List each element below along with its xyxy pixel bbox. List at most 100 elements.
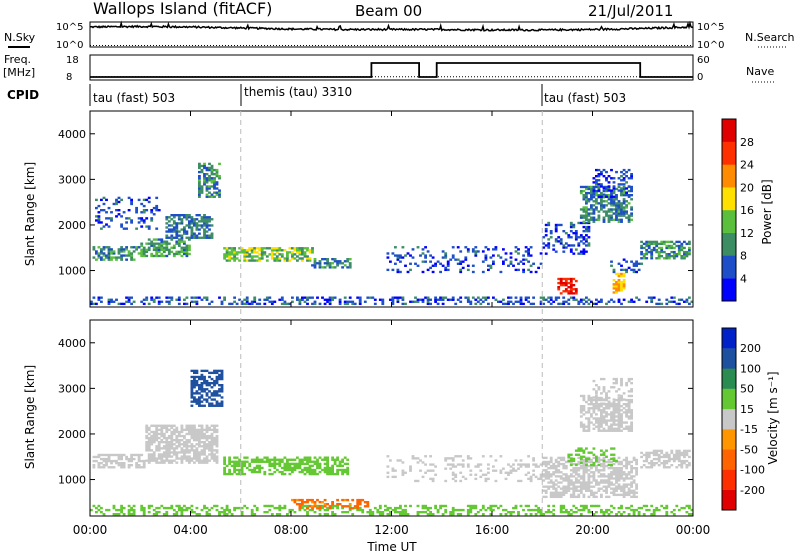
velocity-cell xyxy=(552,483,556,486)
velocity-cell xyxy=(625,462,629,466)
velocity-cell xyxy=(542,460,546,464)
power-cell xyxy=(210,179,214,182)
velocity-cell xyxy=(605,403,608,406)
velocity-cell xyxy=(346,466,350,470)
velocity-cell xyxy=(582,407,586,410)
velocity-cell xyxy=(213,426,216,430)
power-cell xyxy=(592,302,596,306)
colorbar-tick-label: 8 xyxy=(740,250,747,263)
power-cell xyxy=(675,255,679,258)
power-cell xyxy=(474,252,478,255)
velocity-cell xyxy=(434,506,438,510)
power-cell xyxy=(625,193,629,196)
velocity-cell xyxy=(559,504,563,508)
velocity-cell xyxy=(625,473,629,476)
velocity-cell xyxy=(265,458,269,461)
power-cell xyxy=(165,248,169,252)
velocity-cell xyxy=(160,432,164,436)
power-cell xyxy=(135,246,139,249)
velocity-cell xyxy=(150,424,154,427)
velocity-cell xyxy=(218,369,221,373)
velocity-cell xyxy=(286,464,289,468)
power-cell xyxy=(572,288,576,291)
power-cell xyxy=(210,232,214,235)
velocity-cell xyxy=(592,513,596,516)
power-cell xyxy=(205,173,209,176)
velocity-cell xyxy=(210,398,214,401)
velocity-cell xyxy=(592,463,596,467)
velocity-cell xyxy=(203,461,206,464)
velocity-cell xyxy=(592,388,596,391)
power-cell xyxy=(557,286,561,289)
velocity-cell xyxy=(210,424,214,427)
velocity-cell xyxy=(167,434,171,438)
velocity-cell xyxy=(590,403,593,406)
power-cell xyxy=(622,206,626,209)
velocity-cell xyxy=(579,475,583,478)
power-cell xyxy=(517,268,520,272)
power-cell xyxy=(188,226,191,229)
power-cell xyxy=(579,185,583,189)
power-cell xyxy=(198,193,201,196)
velocity-cell xyxy=(615,390,618,393)
velocity-cell xyxy=(190,449,194,452)
power-cell xyxy=(245,249,249,252)
velocity-cell xyxy=(549,467,553,470)
power-cell xyxy=(130,200,134,204)
velocity-cell xyxy=(293,466,297,470)
power-cell xyxy=(203,228,206,231)
power-cell xyxy=(140,254,144,258)
velocity-cell xyxy=(142,462,146,465)
power-cell xyxy=(208,228,211,231)
velocity-cell xyxy=(552,495,556,499)
power-cell xyxy=(198,181,201,184)
power-cell xyxy=(268,300,272,303)
velocity-cell xyxy=(652,464,656,467)
power-cell xyxy=(524,298,528,301)
velocity-cell xyxy=(627,471,631,474)
velocity-cell xyxy=(625,460,629,464)
velocity-cell xyxy=(622,479,626,482)
noise-right-tick-bottom: 10^0 xyxy=(697,40,724,51)
velocity-cell xyxy=(600,409,603,412)
power-cell xyxy=(657,298,661,301)
power-cell xyxy=(223,257,227,260)
power-cell xyxy=(341,266,345,269)
velocity-cell xyxy=(238,472,242,476)
power-cell xyxy=(529,302,533,306)
power-cell xyxy=(587,198,591,201)
power-cell xyxy=(225,247,229,250)
velocity-cell xyxy=(311,460,314,463)
power-cell xyxy=(622,208,626,211)
velocity-cell xyxy=(534,504,538,508)
power-cell xyxy=(105,256,108,259)
velocity-cell xyxy=(333,504,337,508)
power-cell xyxy=(175,226,179,229)
power-cell xyxy=(665,302,669,306)
power-cell xyxy=(479,298,483,301)
velocity-cell xyxy=(100,462,103,465)
velocity-cell xyxy=(582,464,586,468)
velocity-cell xyxy=(617,493,621,497)
power-cell xyxy=(260,251,264,254)
power-cell xyxy=(95,219,98,222)
power-cell xyxy=(296,251,299,254)
velocity-cell xyxy=(208,443,211,446)
velocity-cell xyxy=(200,404,204,407)
power-cell xyxy=(195,226,199,229)
velocity-cell xyxy=(240,513,244,516)
velocity-cell xyxy=(105,462,108,465)
velocity-cell xyxy=(391,508,395,512)
power-cell xyxy=(172,228,176,231)
velocity-cell xyxy=(165,430,169,434)
velocity-cell xyxy=(213,424,216,427)
power-cell xyxy=(542,296,546,299)
velocity-cell xyxy=(193,426,196,430)
power-cell xyxy=(484,298,488,301)
power-cell xyxy=(605,185,608,189)
power-cell xyxy=(592,204,596,207)
power-cell xyxy=(306,259,309,262)
velocity-cell xyxy=(476,465,480,468)
power-cell xyxy=(112,252,116,255)
power-cell xyxy=(142,298,146,301)
